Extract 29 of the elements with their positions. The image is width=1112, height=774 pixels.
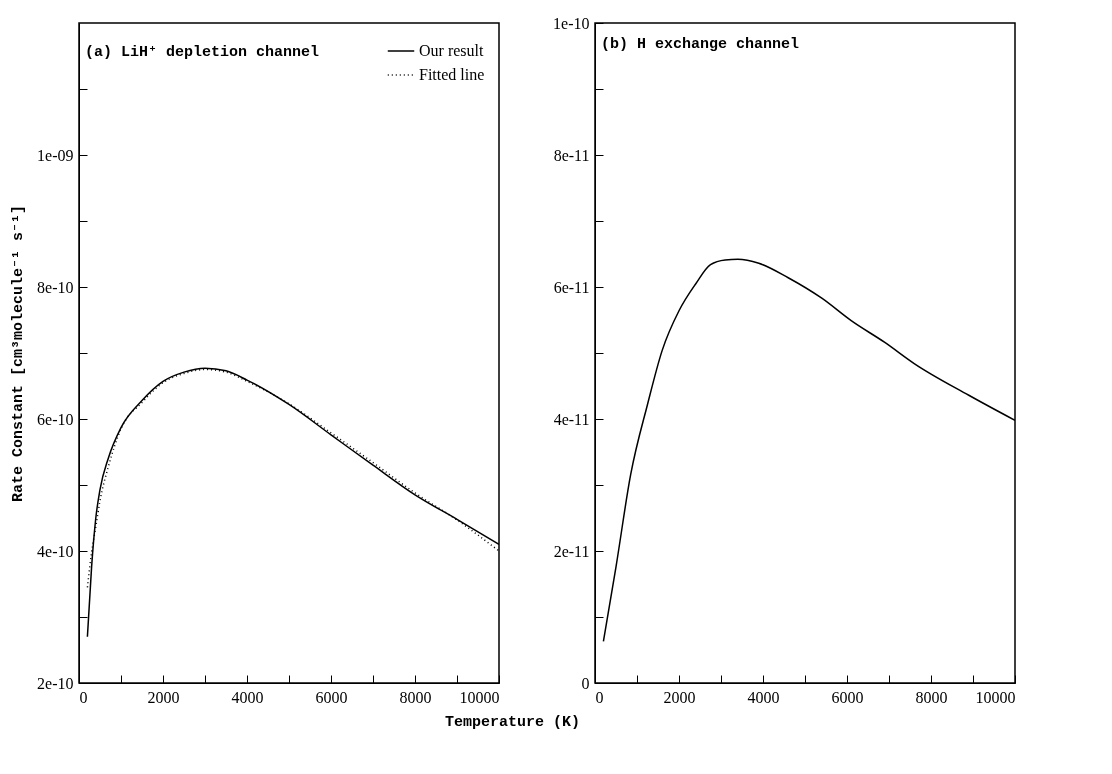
y-tick-label: 2e-10 <box>37 674 74 692</box>
y-tick-label: 0 <box>581 674 590 692</box>
text: (a) LiH⁺ depletion channel <box>85 44 320 61</box>
x-axis-title: Temperature (K) <box>445 713 581 731</box>
x-tick-label: 6000 <box>831 688 864 706</box>
y-tick-label: 1e-09 <box>37 146 74 164</box>
x-tick-label: 10000 <box>459 688 500 706</box>
legend-label: Our result <box>419 42 484 59</box>
legend-label: Fitted line <box>419 66 485 83</box>
y-tick-label: 4e-10 <box>37 542 74 560</box>
y-tick-label: 8e-10 <box>37 278 74 296</box>
x-tick-label: 2000 <box>663 688 696 706</box>
y-tick-label: 1e-10 <box>553 14 590 32</box>
x-tick-label: 4000 <box>231 688 264 706</box>
x-tick-label: 2000 <box>147 688 180 706</box>
x-tick-label: 8000 <box>399 688 432 706</box>
x-tick-label: 6000 <box>315 688 348 706</box>
y-axis-title: Rate Constant [cm³molecule⁻¹ s⁻¹] <box>10 204 28 503</box>
x-tick-label: 10000 <box>975 688 1016 706</box>
y-tick-label: 6e-11 <box>553 278 590 296</box>
y-tick-label: 2e-11 <box>553 542 590 560</box>
x-tick-label: 8000 <box>915 688 948 706</box>
y-tick-label: 8e-11 <box>553 146 590 164</box>
x-tick-label: 0 <box>79 688 88 706</box>
x-tick-label: 0 <box>595 688 604 706</box>
y-tick-label: 6e-10 <box>37 410 74 428</box>
text: (b) H exchange channel <box>601 36 800 53</box>
y-tick-label: 4e-11 <box>553 410 590 428</box>
x-tick-label: 4000 <box>747 688 780 706</box>
